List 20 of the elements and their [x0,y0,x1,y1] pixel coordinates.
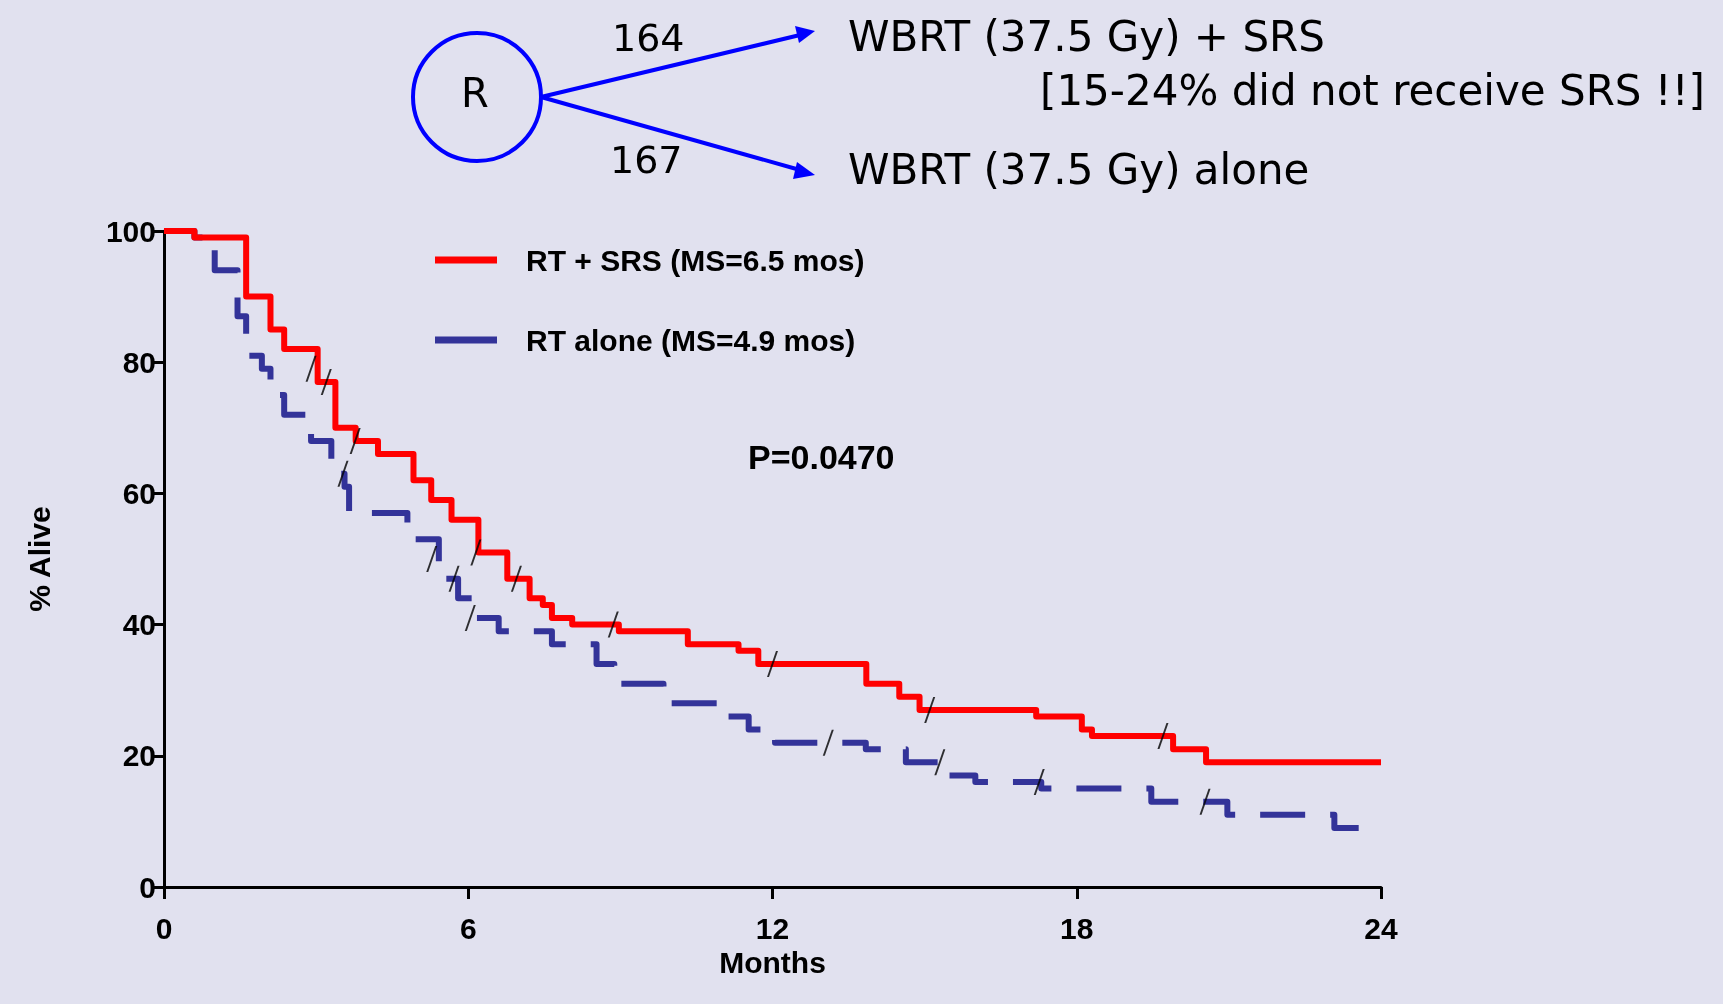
text: 167 [610,138,683,182]
text: R [461,70,489,116]
y-tick-label: 40 [122,608,156,642]
y-tick-label: 60 [122,476,156,510]
legend-label: RT + SRS (MS=6.5 mos) [526,243,865,277]
text: 164 [612,16,685,60]
x-tick-label: 18 [1060,911,1094,945]
y-tick-label: 100 [105,214,156,248]
y-axis-title: % Alive [22,506,56,612]
annotation: P=0.0470 [748,438,895,477]
text: WBRT (37.5 Gy) + SRS [848,12,1325,61]
text: [15-24% did not receive SRS !!] [1040,66,1705,115]
x-tick-label: 6 [459,911,477,945]
text: WBRT (37.5 Gy) alone [848,145,1310,194]
x-tick-label: 24 [1364,911,1398,945]
legend-label: RT alone (MS=4.9 mos) [526,323,856,357]
y-tick-label: 80 [122,345,156,379]
x-tick-label: 12 [755,911,790,945]
y-tick-label: 20 [122,739,156,773]
x-axis-title: Months [719,946,826,980]
